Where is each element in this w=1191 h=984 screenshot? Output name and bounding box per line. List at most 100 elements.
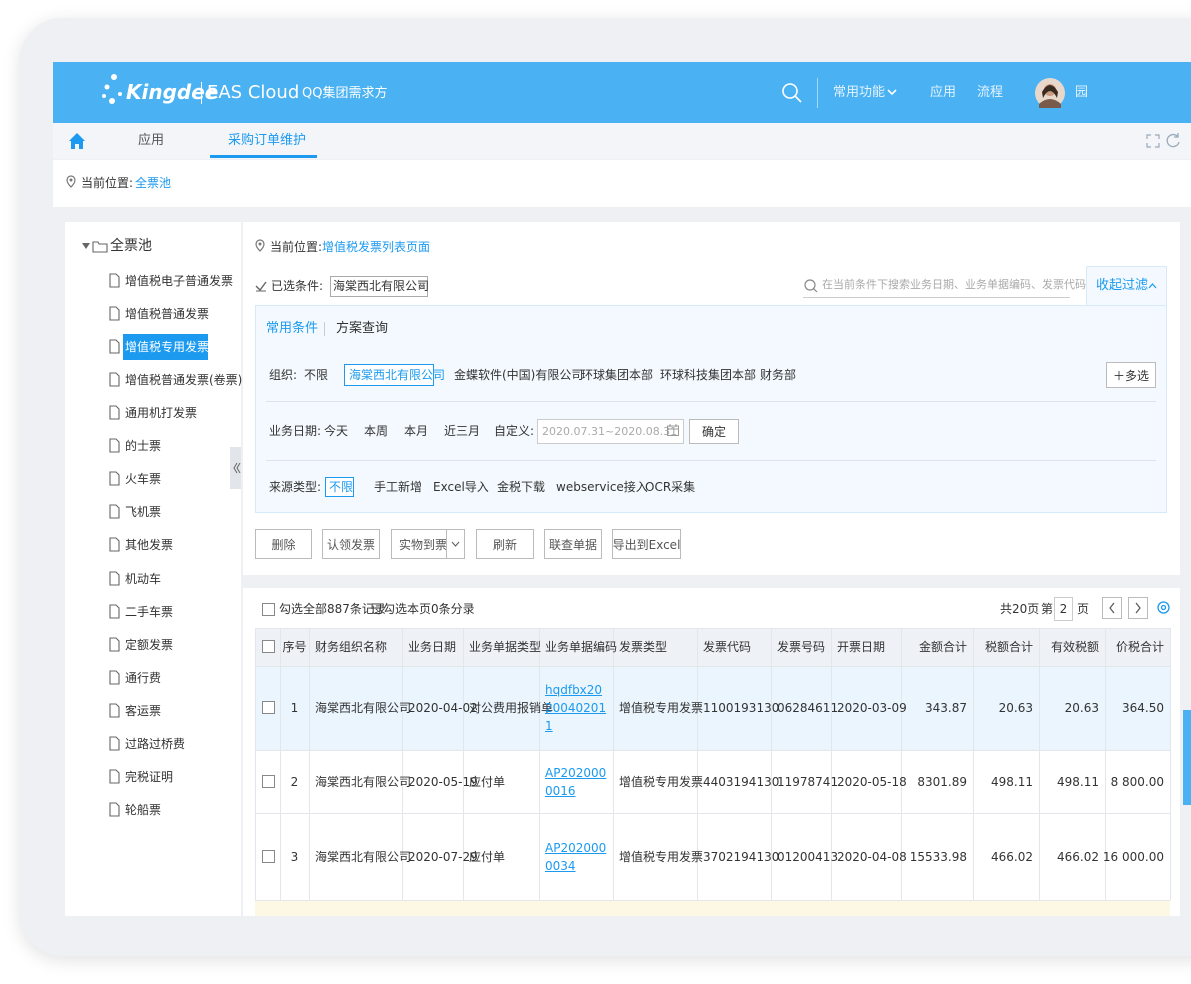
filter-tab[interactable]: 方案查询 bbox=[336, 321, 389, 336]
source-option[interactable]: 金税下载 bbox=[497, 480, 546, 494]
date-option[interactable]: 本周 bbox=[364, 424, 389, 438]
org-option[interactable]: 环球集团本部 bbox=[581, 368, 654, 382]
tree-item[interactable]: 客运票 bbox=[125, 703, 162, 718]
tree-item[interactable]: 机动车 bbox=[125, 571, 162, 586]
table-cell: 3702194130 bbox=[703, 849, 780, 864]
tree-item[interactable]: 增值税普通发票(卷票) bbox=[125, 373, 243, 388]
tree-item[interactable]: 火车票 bbox=[125, 472, 162, 487]
location-value[interactable]: 增值税发票列表页面 bbox=[322, 240, 431, 254]
source-option[interactable]: Excel导入 bbox=[433, 480, 489, 494]
toolbar-button[interactable]: 导出到Excel bbox=[612, 529, 681, 559]
avatar[interactable] bbox=[1035, 78, 1065, 108]
file-icon-glyph bbox=[109, 604, 120, 619]
nav-item[interactable]: 流程 bbox=[977, 85, 1004, 100]
fullscreen-icon[interactable] bbox=[1146, 134, 1160, 148]
page-total: 共20页 bbox=[1000, 602, 1040, 616]
toolbar-button[interactable]: 认领发票 bbox=[322, 529, 380, 559]
org-option[interactable]: 不限 bbox=[304, 368, 329, 382]
table-cell: 增值税专用发票 bbox=[619, 774, 704, 789]
tree-toggle[interactable] bbox=[82, 241, 108, 253]
tree-item[interactable]: 轮船票 bbox=[125, 802, 162, 817]
file-icon bbox=[109, 802, 120, 817]
tree-item[interactable]: 增值税专用发票 bbox=[125, 340, 210, 355]
search-placeholder[interactable]: 在当前条件下搜索业务日期、业务单据编码、发票代码... bbox=[822, 278, 1097, 291]
column-header: 价税合计 bbox=[1115, 640, 1164, 654]
tab[interactable]: 应用 bbox=[138, 133, 165, 148]
page-prefix: 第 bbox=[1041, 602, 1054, 616]
checkbox bbox=[262, 640, 275, 653]
dropdown-chevron-glyph bbox=[451, 541, 460, 547]
tree-item[interactable]: 通用机打发票 bbox=[125, 406, 198, 421]
tree-item[interactable]: 完税证明 bbox=[125, 769, 174, 784]
prev-page[interactable] bbox=[1102, 597, 1122, 619]
source-option[interactable]: OCR采集 bbox=[645, 480, 696, 494]
org-option[interactable]: 金蝶软件(中国)有限公司 bbox=[454, 368, 584, 382]
org-option[interactable]: 环球科技集团本部 bbox=[660, 368, 757, 382]
tag-remove[interactable] bbox=[418, 282, 426, 290]
tab-active[interactable]: 采购订单维护 bbox=[228, 133, 307, 148]
breadcrumb-value[interactable]: 全票池 bbox=[135, 176, 172, 190]
file-icon-glyph bbox=[109, 471, 120, 486]
file-icon bbox=[109, 306, 120, 321]
tree-root[interactable]: 全票池 bbox=[110, 238, 152, 254]
next-page-glyph bbox=[1128, 597, 1148, 619]
date-option[interactable]: 本月 bbox=[404, 424, 429, 438]
tree-item[interactable]: 的士票 bbox=[125, 439, 162, 454]
tree-item[interactable]: 通行费 bbox=[125, 670, 162, 685]
tree-item[interactable]: 二手车票 bbox=[125, 604, 174, 619]
tree-item[interactable]: 飞机票 bbox=[125, 505, 162, 520]
date-option[interactable]: 近三月 bbox=[444, 424, 481, 438]
toolbar-button[interactable]: 实物到票 bbox=[391, 529, 465, 559]
tree-item[interactable]: 其他发票 bbox=[125, 538, 174, 553]
org-label: 组织: bbox=[269, 368, 298, 382]
nav-item[interactable]: 常用功能 bbox=[833, 85, 886, 100]
tree-item[interactable]: 增值税普通发票 bbox=[125, 307, 210, 322]
document-link[interactable]: AP2020000034 bbox=[545, 840, 607, 873]
file-icon bbox=[109, 339, 120, 354]
multi-select-button[interactable]: ＋多选 bbox=[1106, 362, 1156, 388]
toolbar-button[interactable]: 联查单据 bbox=[544, 529, 602, 559]
search-icon[interactable] bbox=[782, 83, 802, 103]
date-range[interactable]: 2020.07.31~2020.08.31 bbox=[542, 425, 678, 438]
table-cell: 498.11 bbox=[991, 774, 1033, 789]
org-option[interactable]: 财务部 bbox=[760, 368, 797, 382]
home-icon[interactable] bbox=[68, 132, 86, 150]
settings-icon[interactable] bbox=[1157, 601, 1170, 614]
toolbar-button[interactable]: 刷新 bbox=[476, 529, 534, 559]
source-option[interactable]: 手工新增 bbox=[374, 480, 423, 494]
refresh-icon[interactable] bbox=[1165, 133, 1181, 149]
check-icon bbox=[255, 280, 267, 292]
source-option[interactable]: 不限 bbox=[329, 480, 354, 494]
file-icon-glyph bbox=[109, 637, 120, 652]
tree-item[interactable]: 过路过桥费 bbox=[125, 736, 186, 751]
column-header: 税额合计 bbox=[984, 640, 1033, 654]
column-line bbox=[771, 628, 772, 900]
document-link[interactable]: AP2020000016 bbox=[545, 765, 607, 798]
collapse-handle[interactable] bbox=[230, 447, 241, 489]
page-input[interactable]: 2 bbox=[1054, 597, 1073, 621]
column-line bbox=[280, 628, 281, 900]
nav-item[interactable]: 应用 bbox=[930, 85, 957, 100]
calendar-icon-glyph bbox=[667, 424, 679, 436]
file-icon bbox=[109, 372, 120, 387]
collapse-tab bbox=[1086, 266, 1167, 307]
collapse-filter[interactable]: 收起过滤 bbox=[1096, 278, 1149, 293]
table-cell: 2 bbox=[290, 774, 299, 789]
filter-tab-active[interactable]: 常用条件 bbox=[266, 321, 319, 336]
confirm-button[interactable]: 确定 bbox=[689, 419, 739, 444]
brand-divider bbox=[201, 82, 202, 104]
column-header: 发票代码 bbox=[703, 640, 752, 654]
document-link[interactable]: hqdfbx20200402011 bbox=[545, 683, 607, 733]
next-page[interactable] bbox=[1128, 597, 1148, 619]
toolbar-button[interactable]: 删除 bbox=[255, 529, 312, 559]
file-icon-glyph bbox=[109, 670, 120, 685]
tree-item[interactable]: 增值税电子普通发票 bbox=[125, 274, 234, 288]
file-icon bbox=[109, 703, 120, 718]
column-line bbox=[402, 628, 403, 900]
table-cell: 海棠西北有限公司 bbox=[315, 774, 412, 789]
dropdown-chevron[interactable] bbox=[451, 541, 460, 547]
org-option[interactable]: 海棠西北有限公司 bbox=[349, 368, 446, 382]
date-option[interactable]: 今天 bbox=[324, 424, 349, 438]
tree-item[interactable]: 定额发票 bbox=[125, 637, 174, 652]
source-option[interactable]: webservice接入 bbox=[556, 480, 648, 494]
